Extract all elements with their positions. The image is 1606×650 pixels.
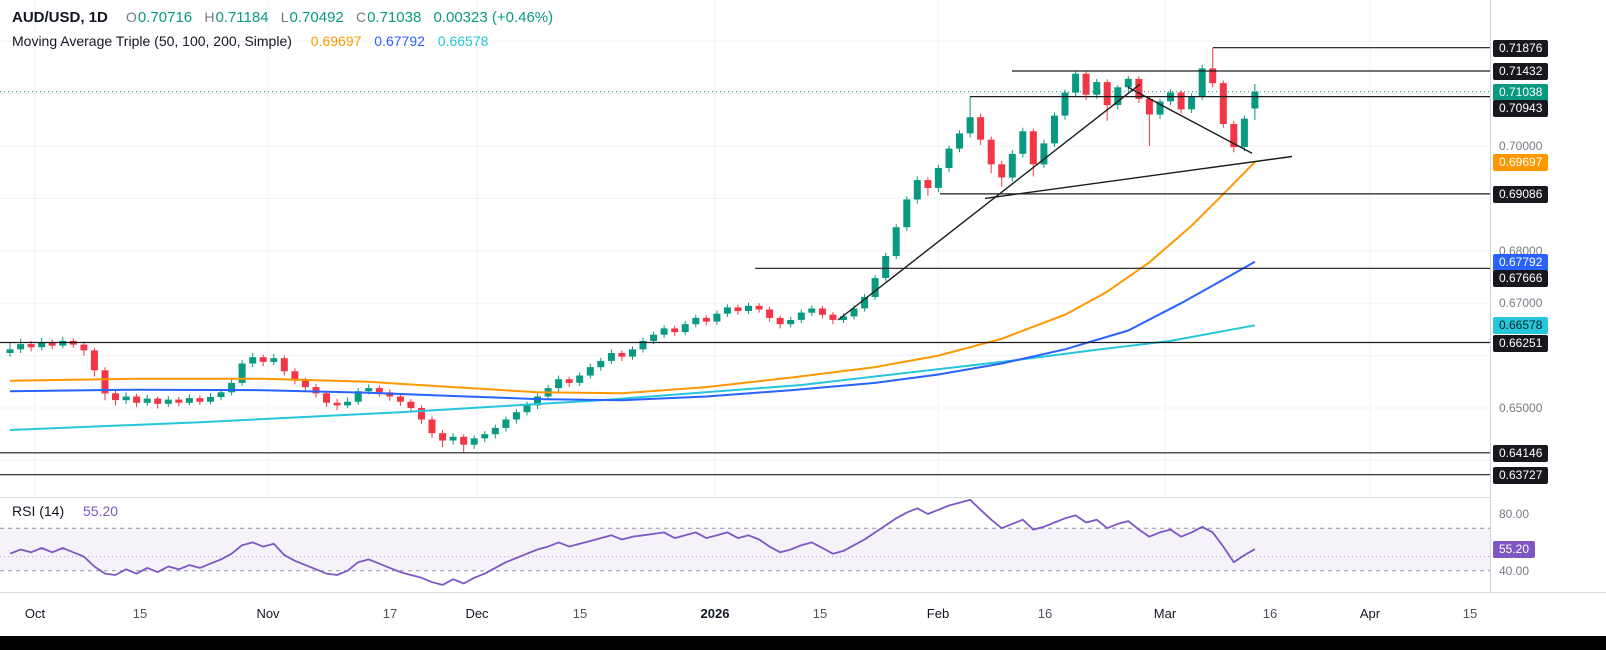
- price-axis-badge: 0.69697: [1493, 153, 1549, 171]
- ma-indicator-title: Moving Average Triple (50, 100, 200, Sim…: [12, 33, 292, 49]
- rsi-value-badge: 55.20: [1493, 541, 1536, 559]
- time-axis-separator: [0, 592, 1606, 593]
- ma-indicator-legend[interactable]: Moving Average Triple (50, 100, 200, Sim…: [12, 33, 488, 49]
- price-axis-badge: 0.69086: [1493, 185, 1549, 203]
- open-label: O: [126, 9, 137, 25]
- time-axis-label: 16: [1262, 606, 1278, 621]
- price-axis-badge: 0.67666: [1493, 269, 1549, 287]
- price-axis-badge: 0.71876: [1493, 39, 1549, 57]
- close-value: 0.71038: [367, 9, 422, 26]
- bottom-bar: [0, 636, 1606, 650]
- price-axis-tick: 0.70000: [1499, 139, 1543, 153]
- ma50-value: 0.69697: [310, 33, 362, 49]
- change-value: 0.00323 (+0.46%): [433, 9, 554, 26]
- rsi-chart-canvas[interactable]: [0, 497, 1490, 592]
- price-axis-badge: 0.70943: [1493, 99, 1549, 117]
- time-axis-label: 15: [132, 606, 148, 621]
- price-axis-tick: 0.65000: [1499, 401, 1543, 415]
- time-axis-label: 2026: [700, 606, 730, 621]
- rsi-title: RSI (14): [12, 503, 65, 519]
- rsi-value: 55.20: [83, 503, 119, 519]
- low-value: 0.70492: [289, 9, 344, 26]
- time-axis-label: Mar: [1153, 606, 1177, 621]
- low-label: L: [280, 9, 289, 25]
- time-axis-label: Dec: [465, 606, 489, 621]
- time-axis[interactable]: Oct 15 Nov 17 Dec 15 2026 15 Feb 16 Mar 16 Apr 15: [0, 593, 1606, 636]
- time-axis-label: Apr: [1359, 606, 1381, 621]
- symbol-title: AUD/USD, 1D: [12, 9, 108, 26]
- price-chart-canvas[interactable]: [0, 0, 1490, 497]
- close-label: C: [355, 9, 367, 25]
- pane-separator[interactable]: [0, 497, 1606, 498]
- high-label: H: [204, 9, 215, 25]
- ma200-value: 0.66578: [437, 33, 489, 49]
- rsi-axis-tick: 40.00: [1499, 563, 1530, 578]
- open-value: 0.70716: [137, 9, 193, 26]
- price-axis-badge: 0.64146: [1493, 444, 1549, 462]
- time-axis-label: Feb: [926, 606, 950, 621]
- time-axis-label: 15: [812, 606, 828, 621]
- time-axis-label: Oct: [24, 606, 46, 621]
- price-axis-badge: 0.63727: [1493, 466, 1549, 484]
- symbol-legend[interactable]: AUD/USD, 1D O0.70716 H0.71184 L0.70492 C…: [12, 9, 553, 26]
- ma100-value: 0.67792: [374, 33, 425, 49]
- time-axis-label: 15: [1462, 606, 1478, 621]
- rsi-axis-tick: 80.00: [1499, 507, 1530, 521]
- price-axis[interactable]: 0.70000 0.68000 0.67000 0.65000 0.71876 0.714…: [1490, 0, 1606, 592]
- price-axis-badge: 0.66251: [1493, 334, 1549, 352]
- time-axis-label: 15: [572, 606, 588, 621]
- price-axis-badge: 0.71432: [1493, 63, 1549, 80]
- price-axis-badge: 0.66578: [1493, 317, 1549, 335]
- time-axis-label: 17: [382, 606, 398, 621]
- rsi-indicator-legend[interactable]: RSI (14) 55.20: [12, 503, 118, 519]
- time-axis-label: 16: [1037, 606, 1053, 621]
- high-value: 0.71184: [215, 9, 269, 26]
- time-axis-label: Nov: [256, 606, 280, 621]
- price-axis-tick: 0.67000: [1499, 296, 1543, 311]
- price-axis-badge: 0.67792: [1493, 253, 1549, 271]
- price-axis-badge: 0.71038: [1493, 83, 1549, 101]
